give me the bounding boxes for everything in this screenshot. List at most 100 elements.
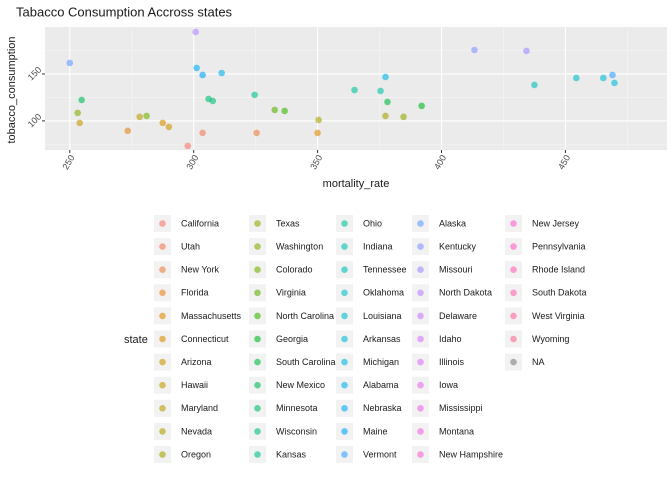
legend-key — [341, 381, 348, 389]
legend-label: Idaho — [439, 334, 462, 344]
legend-label: Florida — [181, 288, 209, 298]
legend-label: Iowa — [439, 380, 458, 390]
legend-key — [254, 451, 261, 458]
legend-label: South Dakota — [532, 288, 587, 298]
legend-key — [341, 289, 348, 297]
legend-key — [254, 335, 261, 343]
legend-label: Washington — [276, 241, 323, 251]
legend-key — [159, 428, 166, 435]
point — [66, 59, 74, 67]
legend-key — [254, 381, 261, 389]
legend-key — [341, 312, 348, 320]
point — [573, 74, 580, 82]
legend-label: New Mexico — [276, 380, 325, 390]
legend-label: Wyoming — [532, 334, 569, 344]
legend-label: Mississippi — [439, 403, 483, 413]
legend-label: Ohio — [363, 218, 382, 228]
legend-key — [254, 405, 261, 412]
legend-label: Georgia — [276, 334, 308, 344]
point — [281, 107, 288, 115]
legend-label: Vermont — [363, 449, 397, 459]
legend-label: Montana — [439, 426, 474, 436]
x-tick-label: 400 — [432, 153, 448, 171]
legend-key — [510, 243, 517, 250]
point — [531, 81, 538, 89]
legend-label: Pennsylvania — [532, 241, 586, 251]
legend-label: Tennessee — [363, 265, 407, 275]
legend-label: Wisconsin — [276, 426, 317, 436]
legend-label: West Virginia — [532, 311, 585, 321]
y-tick-label: 100 — [26, 112, 44, 130]
legend-key — [159, 312, 166, 320]
legend-label: South Carolina — [276, 357, 336, 367]
legend-key — [341, 266, 348, 274]
legend-key — [417, 289, 424, 297]
point — [78, 96, 85, 104]
legend-key — [417, 428, 424, 435]
y-axis-label: tobacco_consumption — [6, 36, 18, 143]
legend-label: New York — [181, 265, 220, 275]
point — [218, 69, 225, 77]
point — [377, 87, 384, 95]
legend-label: Nevada — [181, 426, 212, 436]
legend-key — [417, 266, 424, 274]
legend-label: Minnesota — [276, 403, 318, 413]
chart-title: Tabacco Consumption Accross states — [16, 4, 233, 19]
point — [251, 91, 258, 99]
point — [74, 109, 82, 117]
x-axis-label: mortality_rate — [323, 178, 390, 190]
legend-key — [417, 312, 424, 320]
legend-label: Colorado — [276, 265, 313, 275]
legend-label: Indiana — [363, 241, 393, 251]
point — [382, 112, 389, 120]
legend-title: state — [124, 334, 148, 346]
legend-label: Arizona — [181, 357, 212, 367]
legend-label: Arkansas — [363, 334, 401, 344]
legend-key — [341, 428, 348, 435]
legend-key — [341, 451, 348, 458]
legend-label: North Dakota — [439, 288, 492, 298]
legend-label: Louisiana — [363, 311, 402, 321]
point — [136, 113, 143, 121]
legend-key — [159, 405, 166, 412]
legend-label: Nebraska — [363, 403, 402, 413]
point — [143, 112, 150, 120]
point — [314, 129, 321, 137]
legend-key — [254, 428, 261, 435]
legend-label: Missouri — [439, 265, 473, 275]
point — [315, 116, 322, 124]
point — [199, 129, 206, 137]
point — [165, 123, 173, 131]
legend-key — [341, 243, 348, 250]
legend-key — [417, 243, 424, 250]
legend-label: NA — [532, 357, 545, 367]
legend-key — [159, 381, 166, 389]
legend-key — [510, 335, 517, 343]
x-tick-label: 450 — [556, 153, 572, 171]
point — [351, 86, 358, 94]
legend-key — [254, 220, 261, 227]
legend-label: Alaska — [439, 218, 466, 228]
point — [124, 127, 132, 135]
legend-key — [159, 243, 166, 250]
legend-key — [341, 405, 348, 412]
point — [76, 119, 83, 127]
legend-label: Maryland — [181, 403, 218, 413]
point — [382, 73, 389, 81]
legend-key — [510, 358, 517, 366]
legend-key — [341, 358, 348, 366]
legend-label: California — [181, 218, 219, 228]
point — [253, 129, 260, 137]
legend-key — [510, 266, 517, 274]
point — [184, 142, 192, 150]
legend-label: Rhode Island — [532, 265, 585, 275]
legend-label: Texas — [276, 218, 300, 228]
legend-key — [417, 451, 424, 458]
legend-label: Utah — [181, 241, 200, 251]
legend-key — [417, 358, 424, 366]
legend-key — [510, 289, 517, 297]
legend-key — [254, 358, 261, 366]
legend-key — [417, 335, 424, 343]
legend-label: Massachusetts — [181, 311, 242, 321]
point — [471, 46, 478, 54]
